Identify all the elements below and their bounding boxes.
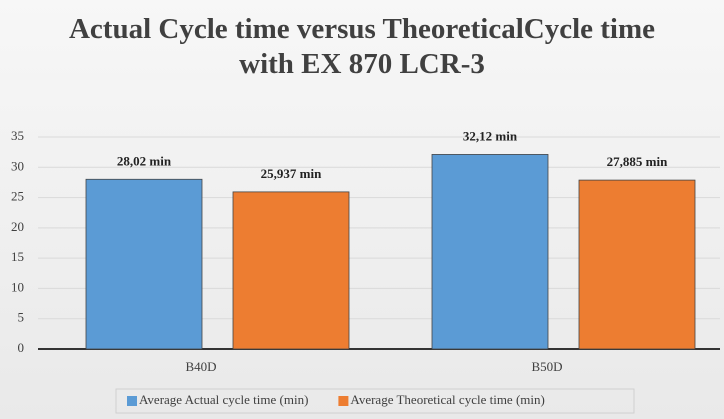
y-tick-label: 10 [11, 279, 24, 294]
x-tick-label: B40D [185, 359, 216, 374]
value-label: 28,02 min [117, 153, 172, 168]
value-label: 32,12 min [463, 128, 518, 143]
legend-swatch [127, 396, 137, 406]
bar [431, 154, 549, 350]
legend-label: Average Actual cycle time (min) [139, 392, 308, 407]
y-tick-label: 15 [11, 249, 24, 264]
chart-title: Actual Cycle time versus TheoreticalCycl… [68, 13, 655, 80]
legend-box [115, 388, 635, 414]
bar [578, 179, 696, 350]
bar [232, 191, 350, 350]
y-tick-label: 35 [11, 128, 24, 143]
x-tick-label: B50D [531, 359, 562, 374]
legend-label: Average Theoretical cycle time (min) [350, 392, 544, 407]
value-label: 25,937 min [261, 166, 322, 181]
y-tick-label: 20 [11, 219, 24, 234]
y-tick-label: 5 [18, 310, 25, 325]
y-tick-label: 0 [18, 340, 25, 355]
y-tick-label: 30 [11, 158, 24, 173]
legend-swatch [338, 396, 349, 406]
bar [85, 178, 203, 350]
y-tick-label: 25 [11, 189, 24, 204]
value-label: 27,885 min [607, 154, 668, 169]
